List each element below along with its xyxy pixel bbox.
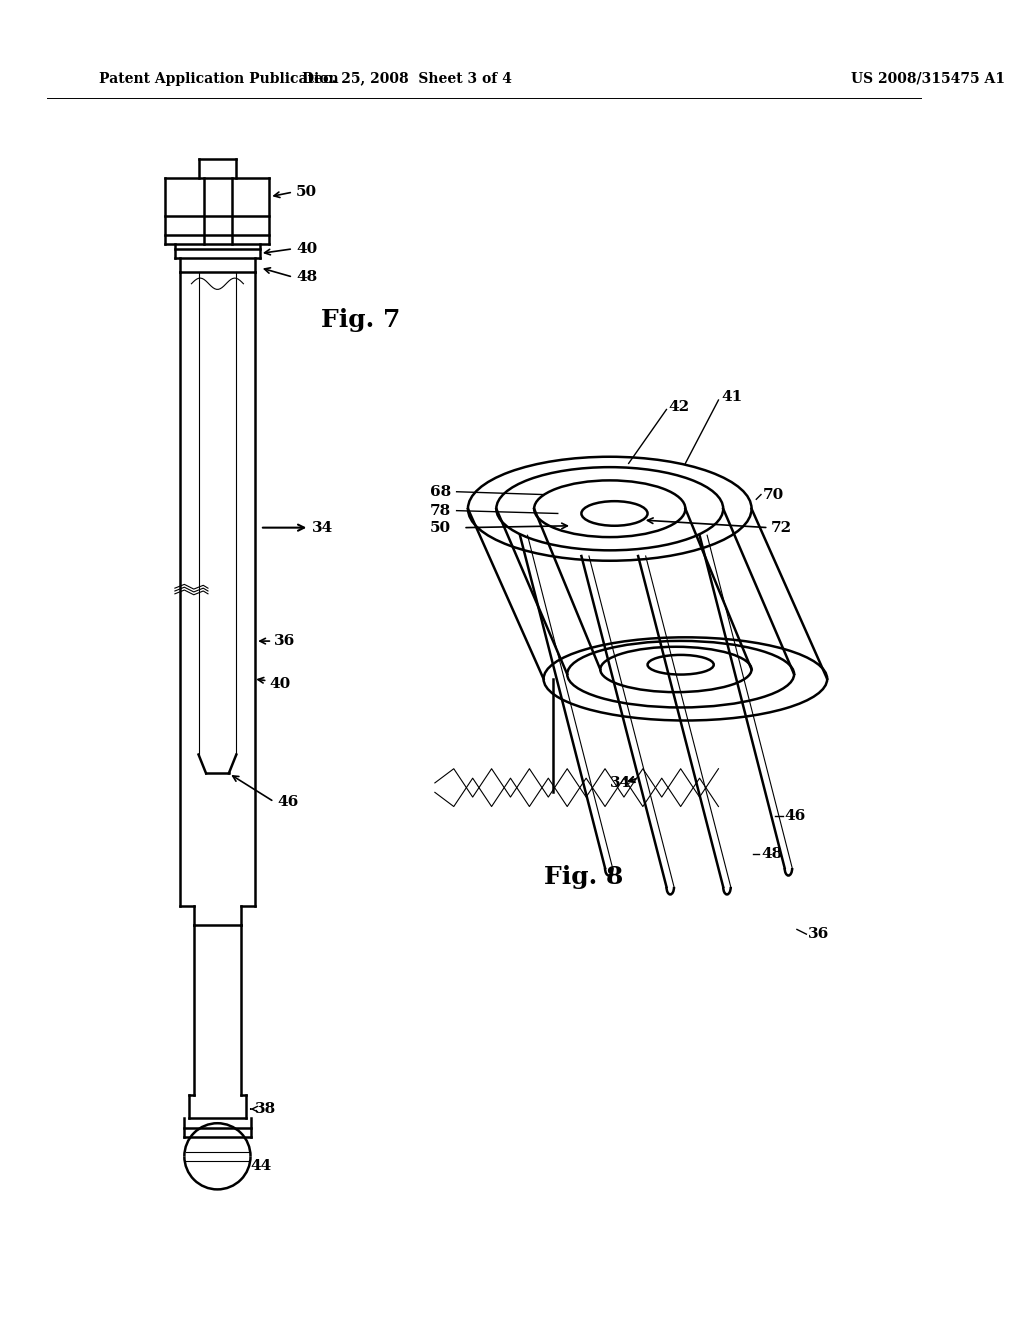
- Text: 42: 42: [669, 400, 689, 413]
- Text: 70: 70: [763, 487, 784, 502]
- Text: Fig. 8: Fig. 8: [544, 866, 623, 890]
- Text: 50: 50: [296, 185, 317, 199]
- Text: Fig. 7: Fig. 7: [322, 308, 400, 331]
- Text: 44: 44: [251, 1159, 271, 1172]
- Text: 46: 46: [276, 795, 298, 809]
- Text: 36: 36: [808, 927, 829, 941]
- Text: 48: 48: [296, 271, 317, 284]
- Text: 68: 68: [430, 484, 451, 499]
- Text: Patent Application Publication: Patent Application Publication: [99, 71, 339, 86]
- Text: 34: 34: [609, 776, 631, 789]
- Text: 78: 78: [430, 504, 451, 517]
- Text: 38: 38: [255, 1102, 276, 1115]
- Text: 34: 34: [263, 520, 333, 535]
- Text: 36: 36: [274, 634, 295, 648]
- Text: 46: 46: [784, 809, 806, 822]
- Text: 72: 72: [770, 520, 792, 535]
- Text: US 2008/315475 A1: US 2008/315475 A1: [851, 71, 1005, 86]
- Text: Dec. 25, 2008  Sheet 3 of 4: Dec. 25, 2008 Sheet 3 of 4: [301, 71, 511, 86]
- Text: 40: 40: [269, 677, 291, 690]
- Text: 48: 48: [761, 847, 782, 861]
- Text: 50: 50: [430, 520, 451, 535]
- Text: 41: 41: [721, 391, 742, 404]
- Text: 40: 40: [296, 242, 317, 256]
